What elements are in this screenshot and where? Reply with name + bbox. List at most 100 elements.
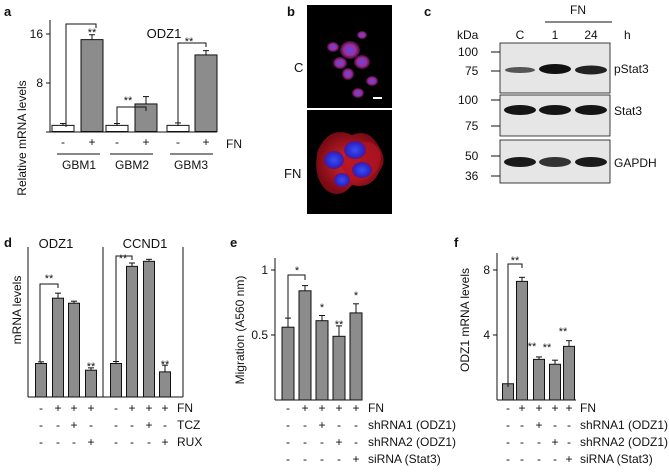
condition-sign: - [553, 452, 557, 466]
panel-d-sig: ** [45, 273, 54, 285]
panel-d-condition-rows: - + + + - + + + FN- - + - - - + - TCZ- - - + - - - + RUX [39, 401, 202, 449]
condition-sign: - [303, 452, 307, 466]
panel-a-ytick-16: 16 [30, 27, 44, 41]
panel-a-group-gbm1: GBM1 [62, 158, 96, 172]
condition-sign: - [354, 418, 358, 432]
panel-a-sign: + [88, 135, 95, 149]
panel-f-bracket [507, 263, 523, 387]
panel-d-bracket [115, 255, 133, 362]
condition-sign: + [318, 401, 325, 415]
condition-sign: - [286, 418, 290, 432]
blot-name-pstat3: pStat3 [614, 62, 649, 76]
blot-name-gapdh: GAPDH [614, 156, 657, 170]
panel-e-sig: ** [335, 319, 344, 331]
panel-a-sign: - [115, 135, 119, 149]
condition-sign: - [56, 435, 60, 449]
bar [281, 326, 295, 401]
panel-a-sig-gbm2: ** [124, 95, 133, 107]
panel-a-sig-gbm1: ** [88, 27, 97, 39]
band [575, 105, 607, 115]
band [575, 157, 607, 167]
panel-c-letter: c [424, 4, 431, 19]
condition-sign: - [130, 435, 134, 449]
marker: 100 [458, 45, 478, 59]
condition-sign: - [114, 435, 118, 449]
condition-sign: + [535, 418, 542, 432]
condition-sign: - [506, 452, 510, 466]
marker: 75 [465, 119, 479, 133]
condition-sign: + [128, 401, 135, 415]
panel-a-bars [51, 34, 218, 132]
panel-a-bracket-gbm3 [177, 42, 207, 126]
blot-name-stat3: Stat3 [614, 104, 642, 118]
panel-a-letter: a [4, 4, 12, 19]
condition-label: siRNA (Stat3) [368, 452, 441, 466]
panel-e-letter: e [230, 235, 237, 250]
band [504, 105, 536, 115]
condition-label: siRNA (Stat3) [580, 452, 653, 466]
bar [563, 345, 575, 401]
panel-e: e Migration (A560 nm) 1 0.5 * * ** * - + +… [230, 235, 456, 466]
band [539, 157, 571, 167]
cells-fn [316, 132, 384, 194]
condition-sign: + [161, 435, 168, 449]
bar [52, 297, 64, 398]
panel-a-sign: - [176, 135, 180, 149]
condition-sign: - [39, 435, 43, 449]
condition-sign: + [87, 401, 94, 415]
panel-a-sign: - [61, 135, 65, 149]
bar [105, 124, 129, 132]
condition-sign: - [114, 401, 118, 415]
panel-d-header-odz1: ODZ1 [39, 236, 74, 251]
fn-label-blot: FN [570, 3, 586, 17]
panel-d-bracket [39, 283, 59, 362]
bar [516, 280, 528, 401]
marker: 50 [465, 149, 479, 163]
condition-label: shRNA2 (ODZ1) [580, 435, 668, 449]
condition-sign: + [145, 401, 152, 415]
panel-d-sig: ** [161, 359, 170, 371]
panel-a-sig-gbm3: ** [185, 36, 194, 48]
condition-sign: + [318, 418, 325, 432]
bar [332, 335, 346, 401]
panel-a-title: ODZ1 [147, 26, 182, 41]
panel-f-bars [502, 276, 575, 401]
panel-d-sig: ** [119, 253, 128, 265]
condition-sign: + [565, 452, 572, 466]
bar [51, 124, 75, 132]
condition-sign: + [301, 401, 308, 415]
panel-e-condition-rows: - + + + + FN- - + - - shRNA1 (ODZ1)- - - + - shRNA2 (OD… [286, 401, 456, 466]
panel-e-sig: * [354, 290, 359, 302]
blot-col-24: 24 [584, 28, 598, 42]
condition-sign: - [506, 435, 510, 449]
micrograph-label-fn: FN [284, 166, 301, 181]
panel-c: c kDa FN C 1 24 h 100 75 pStat3 100 75 S… [424, 3, 657, 184]
condition-sign: - [506, 401, 510, 415]
blot-stat3 [499, 94, 611, 137]
panel-e-ylabel: Migration (A560 nm) [233, 276, 247, 385]
condition-label: FN [580, 401, 596, 415]
panel-d-letter: d [4, 235, 12, 250]
panel-e-sig: * [320, 302, 325, 314]
panel-d-header-ccnd1: CCND1 [123, 236, 168, 251]
condition-label: FN [368, 401, 384, 415]
condition-sign: - [337, 452, 341, 466]
panel-f-sig: ** [543, 342, 552, 354]
condition-sign: - [303, 418, 307, 432]
micrograph-label-c: C [294, 60, 303, 75]
condition-sign: - [286, 435, 290, 449]
bar [126, 265, 138, 398]
condition-sign: - [114, 418, 118, 432]
condition-sign: - [89, 418, 93, 432]
condition-sign: + [54, 401, 61, 415]
band [539, 105, 571, 115]
condition-sign: - [320, 435, 324, 449]
panel-f-ytick: 4 [483, 328, 490, 342]
cells-control [327, 31, 378, 98]
panel-f-ylabel: ODZ1 mRNA levels [458, 268, 472, 372]
condition-sign: - [567, 418, 571, 432]
panel-f-sig: ** [511, 255, 520, 267]
condition-sign: - [354, 435, 358, 449]
panel-b: b C FN [284, 4, 392, 214]
